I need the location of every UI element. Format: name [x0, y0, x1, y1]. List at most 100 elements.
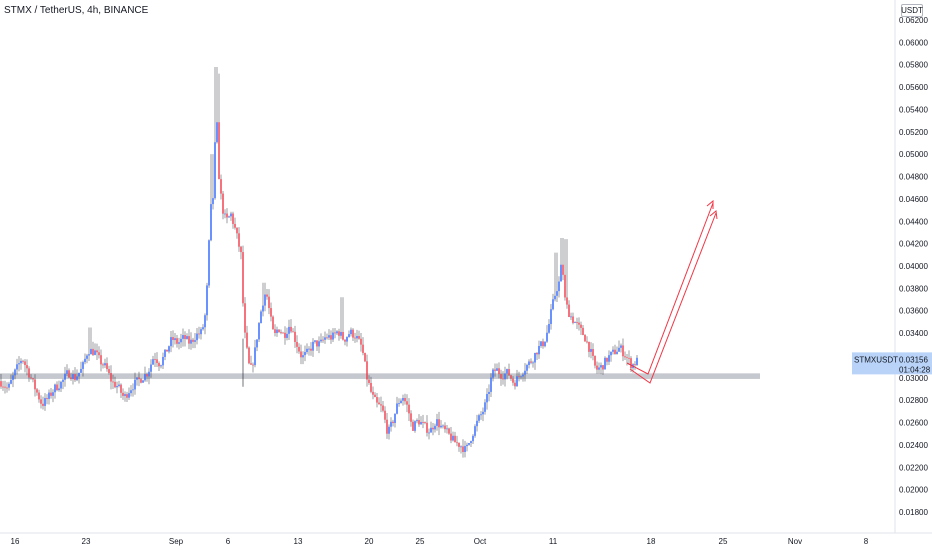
candle-body — [74, 374, 76, 381]
candle-body — [552, 299, 554, 310]
candle-body — [506, 369, 508, 374]
candle-body — [194, 340, 196, 342]
candle-body — [608, 355, 610, 362]
candle-body — [212, 198, 214, 205]
candle-body — [534, 352, 536, 363]
time-axis[interactable]: 16 23 Sep 6 13 20 25 Oct 11 18 25 Nov 8 — [11, 537, 869, 546]
candle-body — [594, 355, 596, 366]
candle-body — [224, 213, 226, 215]
candle-body — [76, 376, 78, 381]
candle-body — [496, 368, 498, 371]
candle-body — [418, 420, 420, 425]
candle-body — [620, 345, 622, 348]
candle-body — [610, 351, 612, 356]
candle-body — [364, 352, 366, 362]
candle-body — [264, 294, 266, 306]
candle-body — [332, 332, 334, 340]
candle-body — [168, 346, 170, 352]
candle-body — [524, 370, 526, 375]
support-zone[interactable] — [0, 373, 760, 379]
price-tick-label: 0.02200 — [899, 463, 928, 472]
price-tick-label: 0.05000 — [899, 150, 928, 159]
last-price-label — [852, 352, 932, 375]
candle-body — [392, 421, 394, 424]
candle-body — [588, 341, 590, 352]
candle-body — [24, 361, 26, 366]
price-tick-label: 0.05600 — [899, 83, 928, 92]
candle-body — [494, 369, 496, 371]
candle-body — [384, 410, 386, 420]
time-tick-label: Sep — [169, 537, 184, 546]
candle-body — [316, 340, 318, 347]
candle-body — [2, 386, 4, 388]
candle-body — [94, 350, 96, 355]
candle-body — [526, 364, 528, 371]
candle-body — [568, 304, 570, 318]
candle-body — [466, 444, 468, 447]
candle-body — [584, 334, 586, 342]
projection-path-upper[interactable] — [626, 202, 714, 375]
price-axis[interactable]: 0.06200 0.06000 0.05800 0.05600 0.05400 0.052… — [899, 16, 928, 517]
candle-body — [626, 357, 628, 359]
candle-body — [470, 441, 472, 443]
candle-body — [476, 420, 478, 427]
candle-body — [306, 348, 308, 353]
candle-body — [340, 331, 342, 336]
candle-body — [296, 341, 298, 347]
price-tick-label: 0.02600 — [899, 419, 928, 428]
price-tick-label: 0.03600 — [899, 307, 928, 316]
candle-body — [500, 374, 502, 379]
candle-body — [636, 357, 638, 366]
candle-body — [208, 240, 210, 286]
price-tick-label: 0.03400 — [899, 329, 928, 338]
projection-path-lower[interactable] — [629, 212, 717, 384]
price-tick-label: 0.02000 — [899, 486, 928, 495]
candle-body — [172, 337, 174, 340]
candle-body — [218, 122, 220, 180]
candle-body — [116, 386, 118, 388]
candle-body — [602, 365, 604, 370]
candle-body — [382, 405, 384, 411]
candle-body — [614, 349, 616, 354]
candle-body — [324, 337, 326, 340]
candle-body — [398, 403, 400, 404]
candle-body — [310, 348, 312, 351]
candle-body — [114, 381, 116, 388]
candle-body — [564, 274, 566, 298]
price-tick-label: 0.01800 — [899, 508, 928, 517]
candle-body — [464, 446, 466, 452]
candle-body — [34, 379, 36, 390]
candle-body — [446, 428, 448, 430]
candle-body — [424, 422, 426, 423]
candle-body — [282, 332, 284, 334]
candle-body — [82, 362, 84, 369]
candle-body — [528, 361, 530, 365]
candle-body — [438, 419, 440, 428]
candle-body — [348, 334, 350, 337]
candle-body — [426, 422, 428, 433]
candle-body — [184, 335, 186, 340]
candle-body — [300, 351, 302, 358]
candle-body — [394, 413, 396, 424]
candle-body — [110, 373, 112, 382]
candle-body — [80, 368, 82, 373]
candle-body — [442, 425, 444, 427]
candle-body — [78, 372, 80, 377]
candle-body — [520, 376, 522, 378]
candle-body — [186, 336, 188, 340]
candle-body — [246, 332, 248, 348]
candle-body — [530, 361, 532, 363]
candle-body — [342, 331, 344, 340]
candle-body — [452, 435, 454, 441]
candle-body — [308, 348, 310, 350]
candle-body — [460, 446, 462, 448]
candle-body — [482, 411, 484, 415]
price-tick-label: 0.03800 — [899, 284, 928, 293]
currency-button[interactable]: USDT — [901, 4, 923, 17]
candle-body — [30, 377, 32, 379]
candle-body — [18, 363, 20, 365]
candle-body — [160, 365, 162, 367]
candles — [0, 66, 638, 458]
candle-body — [344, 339, 346, 342]
